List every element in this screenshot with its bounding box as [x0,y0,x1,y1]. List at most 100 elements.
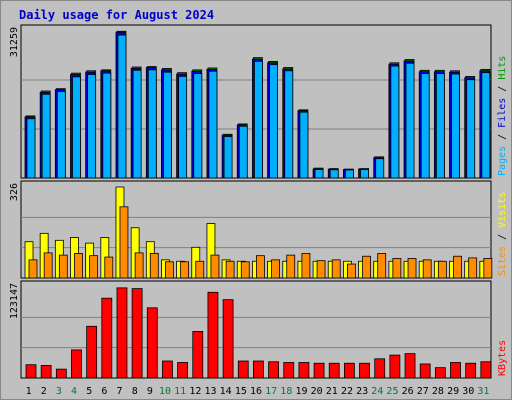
bar-pages [178,76,188,179]
chart-title: Daily usage for August 2024 [19,8,214,22]
bar-pages [223,136,233,179]
bar-sites [240,261,250,279]
bar-sites [58,254,68,279]
bar-pages [269,64,278,179]
x-tick-label: 15 [235,386,247,397]
x-tick-label: 5 [86,386,92,397]
bar-pages [72,76,81,179]
bar-pages [238,125,248,179]
x-tick-label: 17 [265,386,277,397]
legend-entry: / [497,128,508,146]
x-tick-label: 3 [56,386,62,397]
bar-pages [375,158,385,179]
bar-sites [89,255,99,279]
bar-sites [316,260,326,279]
bar-kbytes [359,362,370,379]
bar-kbytes [253,360,264,379]
bar-pages [451,73,460,179]
bar-pages [87,74,97,179]
x-tick-label: 8 [132,386,138,397]
x-tick-label: 7 [117,386,123,397]
bar-kbytes [55,368,67,379]
x-tick-label: 13 [204,386,216,397]
x-tick-label: 19 [295,386,307,397]
x-tick-label: 25 [386,386,398,397]
max-value-label: 31259 [9,27,20,57]
bar-sites [28,259,38,279]
bar-kbytes [298,362,310,379]
legend-entry: / [497,228,508,246]
x-tick-label: 20 [311,386,323,397]
bar-kbytes [101,297,113,379]
bar-kbytes [146,307,158,379]
bar-sites [210,254,220,279]
max-value-label: 123147 [9,283,20,319]
bar-pages [435,73,445,179]
x-tick-label: 23 [356,386,368,397]
x-tick-label: 26 [402,386,414,397]
bar-kbytes [480,361,492,379]
bar-pages [117,34,127,179]
bar-pages [299,111,309,179]
x-tick-label: 2 [41,386,47,397]
bar-sites [377,253,387,279]
bar-sites [362,255,371,279]
bar-pages [56,91,66,179]
bar-pages [41,93,51,179]
bar-kbytes [177,362,189,379]
bar-sites [437,260,447,279]
bar-sites [392,258,402,279]
bar-kbytes [207,291,219,379]
x-tick-label: 30 [462,386,474,397]
x-tick-label: 11 [174,386,186,397]
bar-pages [314,169,324,179]
bar-sites [119,206,129,279]
bar-kbytes [237,360,249,379]
bar-pages [344,169,354,179]
bar-kbytes [268,361,279,379]
bar-pages [466,79,476,179]
x-tick-label: 9 [147,386,153,397]
legend-entry: Hits [497,56,508,80]
bar-sites [301,253,311,279]
legend-entry: Pages [497,146,508,176]
bar-pages [405,62,415,179]
bar-kbytes [313,362,325,379]
bar-pages [102,72,112,179]
bar-sites [74,253,83,279]
bar-sites [453,255,462,279]
bar-pages [284,70,294,179]
x-tick-label: 31 [477,386,489,397]
bar-pages [254,60,263,179]
legend-entry: Visits [497,192,508,228]
legend-entry: KBytes [497,340,508,376]
bar-sites [180,261,190,279]
bar-kbytes [25,364,37,379]
bar-kbytes [222,299,234,379]
bar-pages [360,169,369,179]
max-value-label: 326 [9,183,20,201]
bar-pages [163,71,172,179]
x-tick-label: 6 [101,386,107,397]
bar-sites [422,259,432,279]
bar-sites [346,263,356,279]
bar-sites [225,260,235,279]
legend-label: Pages / Files / Hits [497,56,508,176]
bar-kbytes [343,362,355,379]
bar-kbytes [192,331,204,379]
bar-sites [331,259,341,279]
legend-label: Sites / Visits [497,192,508,276]
bar-sites [256,255,265,279]
bar-sites [149,253,159,279]
bar-sites [134,252,144,279]
bar-kbytes [389,354,401,379]
x-tick-label: 18 [280,386,292,397]
x-tick-label: 16 [250,386,262,397]
bar-sites [104,256,114,279]
bar-pages [132,69,142,179]
bar-sites [483,258,493,279]
bar-kbytes [131,288,143,379]
bar-kbytes [374,358,386,379]
